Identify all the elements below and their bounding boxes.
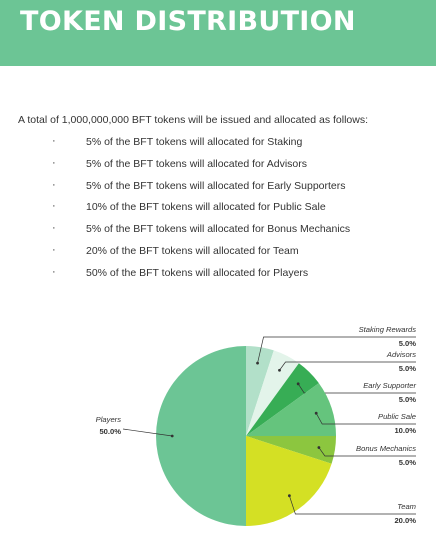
pie-slice-advisors [246,350,299,436]
allocation-item: · 5% of the BFT tokens will allocated for… [0,156,436,172]
page-title: TOKEN DISTRIBUTION [20,6,356,37]
bullet: · [52,178,56,191]
leader-line [318,447,416,457]
leader-dot [296,382,300,386]
bullet: · [52,200,56,213]
slice-label-value: 5.0% [399,339,417,348]
leader-line [122,428,173,437]
allocation-item: · 5% of the BFT tokens will allocated for… [0,135,436,150]
allocation-item: · 10% of the BFT tokens will allocated fo… [0,200,436,215]
slice-label-value: 20.0% [394,516,416,525]
slice-label-value: 5.0% [399,364,417,373]
intro-text: A total of 1,000,000,000 BFT tokens will… [18,114,369,126]
pie-slice-players [156,346,246,526]
pie-slice-staking-rewards [246,346,274,436]
slice-label-name: Staking Rewards [359,325,417,334]
allocation-text: 5% of the BFT tokens will allocated for … [86,157,307,170]
leader-line [297,383,416,394]
header-banner: TOKEN DISTRIBUTION [0,0,436,66]
slice-label-name: Early Supporter [363,381,416,390]
allocation-text: 5% of the BFT tokens will allocated for … [86,223,351,236]
allocation-item: · 20% of the BFT tokens will allocated fo… [0,244,436,259]
slice-label-name: Advisors [386,350,416,359]
slice-label-value: 10.0% [394,426,416,435]
pie-slice-early-supporter [246,363,319,436]
bullet: · [52,244,56,256]
allocation-text: 5% of the BFT tokens will allocated for … [86,136,303,148]
leader-line [257,336,416,364]
leader-dot [317,446,321,449]
leader-dot [314,411,318,415]
slice-label-value: 5.0% [399,458,417,467]
slice-label-name: Team [397,502,416,511]
bullet: · [52,265,56,278]
pie-slice-team [246,436,332,526]
slice-label-value: 5.0% [399,395,417,404]
bullet: · [52,222,56,235]
allocation-item: · 5% of the BFT tokens will allocated for… [0,222,436,237]
allocation-text: 50% of the BFT tokens will allocated for… [86,266,309,279]
leader-dot [170,434,174,438]
pie-slice-bonus-mechanics [246,436,336,464]
leader-dot [287,494,291,498]
leader-dot [278,368,281,372]
slice-label-name: Bonus Mechanics [356,444,416,453]
leader-line [289,495,416,515]
bullet: · [52,156,56,169]
allocation-item: · 5% of the BFT tokens will allocated for… [0,178,436,194]
slice-label-name: Public Sale [378,412,416,421]
slice-label-name: Players [96,415,122,424]
bullet: · [52,135,56,147]
allocation-text: 5% of the BFT tokens will allocated for … [86,179,346,192]
pie-slice-public-sale [246,383,336,436]
allocation-text: 10% of the BFT tokens will allocated for… [86,201,326,214]
leader-dot [256,361,259,365]
allocation-item: · 50% of the BFT tokens will allocated fo… [0,265,436,281]
slice-label-value: 50.0% [99,427,121,436]
leader-line [315,413,416,425]
leader-line [279,361,416,371]
allocation-text: 20% of the BFT tokens will allocated for… [86,245,299,257]
